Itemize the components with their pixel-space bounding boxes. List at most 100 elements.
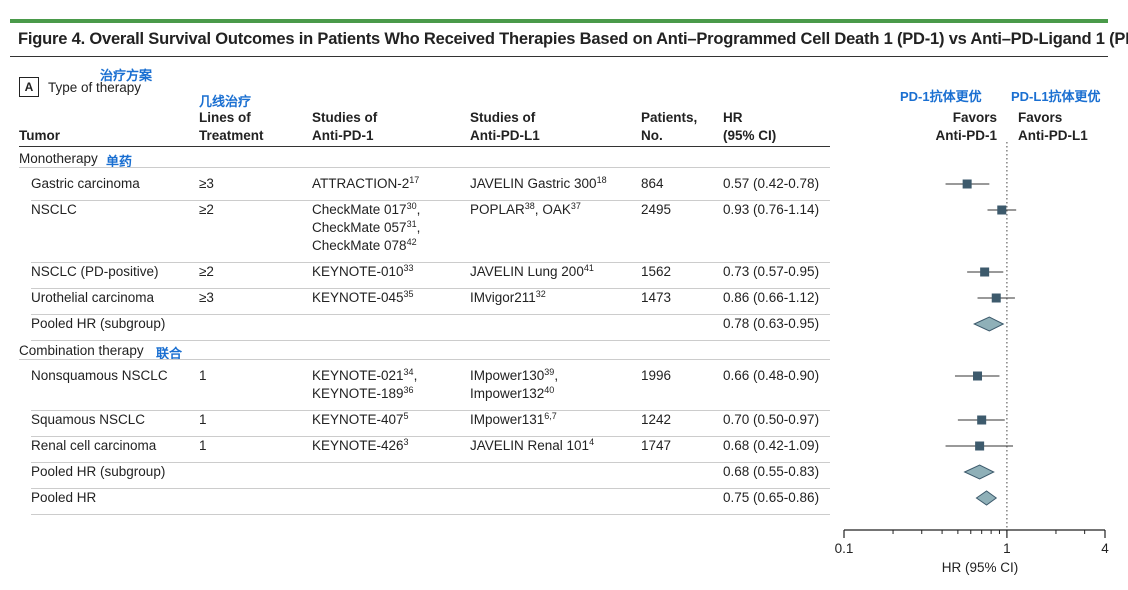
pdl1-study-cell: JAVELIN Renal 1014: [470, 437, 595, 454]
pd1-study-cell: KEYNOTE-4263: [312, 437, 409, 454]
pdl1-study-cell: Impower13240: [470, 385, 555, 402]
section-divider: [19, 167, 830, 168]
lines-cell: ≥3: [199, 290, 214, 305]
header-rule: [19, 146, 830, 147]
tumor-cell: Urothelial carcinoma: [31, 290, 155, 305]
pooled-diamond: [963, 464, 995, 480]
pdl1-study-cell: IMvigor21132: [470, 289, 546, 306]
patients-cell: 1473: [641, 290, 672, 305]
header-lines-1: Lines of: [199, 110, 251, 125]
pdl1-study-cell: JAVELIN Lung 20041: [470, 263, 594, 280]
hr-cell: 0.75 (0.65-0.86): [723, 490, 820, 505]
header-lines-2: Treatment: [199, 128, 264, 143]
row-divider: [31, 514, 830, 515]
pd1-study-cell: CheckMate 07842: [312, 237, 417, 254]
row-divider: [31, 340, 830, 341]
patients-cell: 1562: [641, 264, 672, 279]
pdl1-studies-cell: POPLAR38, OAK37: [470, 201, 581, 218]
hr-marker: [962, 179, 972, 189]
tumor-cell: Pooled HR (subgroup): [31, 316, 166, 331]
x-tick-label: 0.1: [835, 541, 854, 556]
tumor-cell: Renal cell carcinoma: [31, 438, 157, 453]
x-tick-label: 4: [1101, 541, 1109, 556]
section-combination: Combination therapy: [19, 343, 144, 358]
patients-cell: 2495: [641, 202, 672, 217]
hr-marker: [977, 415, 987, 425]
tumor-cell: Pooled HR: [31, 490, 97, 505]
pd1-study-cell: ATTRACTION-217: [312, 175, 420, 192]
hr-marker: [973, 371, 983, 381]
pd1-study-cell: KEYNOTE-02134,: [312, 367, 418, 384]
panel-label: Type of therapy: [48, 80, 142, 95]
hr-cell: 0.78 (0.63-0.95): [723, 316, 820, 331]
header-pd1-1: Studies of: [312, 110, 378, 125]
patients-cell: 1242: [641, 412, 672, 427]
hr-cell: 0.66 (0.48-0.90): [723, 368, 820, 383]
lines-cell: 1: [199, 438, 207, 453]
pd1-study-cell: CheckMate 05731,: [312, 219, 421, 236]
header-favors-pdl1-1: Favors: [1018, 110, 1063, 125]
section-monotherapy: Monotherapy: [19, 151, 98, 166]
header-patients-2: No.: [641, 128, 663, 143]
panel-letter: A: [19, 77, 39, 97]
annotation-favors-pd1: PD-1抗体更优: [900, 89, 982, 104]
pooled-diamond: [975, 490, 998, 506]
pd1-study-cell: KEYNOTE-18936: [312, 385, 414, 402]
hr-cell: 0.70 (0.50-0.97): [723, 412, 820, 427]
hr-cell: 0.93 (0.76-1.14): [723, 202, 820, 217]
row-divider: [31, 436, 830, 437]
pd1-study-cell: KEYNOTE-01033: [312, 263, 414, 280]
hr-cell: 0.68 (0.55-0.83): [723, 464, 820, 479]
lines-cell: 1: [199, 412, 207, 427]
hr-cell: 0.73 (0.57-0.95): [723, 264, 820, 279]
row-divider: [31, 288, 830, 289]
pdl1-study-cell: JAVELIN Gastric 30018: [470, 175, 607, 192]
row-divider: [31, 462, 830, 463]
lines-cell: ≥3: [199, 176, 214, 191]
row-divider: [31, 200, 830, 201]
title-divider: [10, 56, 1108, 57]
pdl1-study-cell: IMpower13039,: [470, 367, 559, 384]
hr-marker: [997, 205, 1007, 215]
tumor-cell: NSCLC (PD-positive): [31, 264, 159, 279]
row-divider: [31, 488, 830, 489]
tumor-cell: Gastric carcinoma: [31, 176, 140, 191]
hr-cell: 0.86 (0.66-1.12): [723, 290, 820, 305]
annotation-mono: 单药: [106, 154, 133, 169]
pdl1-study-cell: IMpower1316,7: [470, 411, 557, 428]
header-favors-pd1-1: Favors: [952, 110, 997, 125]
patients-cell: 864: [641, 176, 664, 191]
header-pd1-2: Anti-PD-1: [312, 128, 374, 143]
header-hr-2: (95% CI): [723, 128, 777, 143]
header-tumor: Tumor: [19, 128, 60, 143]
pd1-study-cell: KEYNOTE-4075: [312, 411, 409, 428]
tumor-cell: Pooled HR (subgroup): [31, 464, 166, 479]
hr-marker: [991, 293, 1001, 303]
forest-plot: 0.1 1 4 HR (95% CI): [835, 140, 1109, 575]
patients-cell: 1996: [641, 368, 672, 383]
pooled-diamond: [973, 316, 1005, 332]
figure-title: Figure 4. Overall Survival Outcomes in P…: [18, 30, 1128, 48]
tumor-cell: Nonsquamous NSCLC: [31, 368, 168, 383]
header-hr-1: HR: [723, 110, 743, 125]
x-axis-label: HR (95% CI): [942, 560, 1019, 575]
pd1-study-cell: CheckMate 01730,: [312, 201, 421, 218]
annotation-type-of-therapy: 治疗方案: [100, 68, 153, 83]
tumor-cell: NSCLC: [31, 202, 77, 217]
hr-cell: 0.57 (0.42-0.78): [723, 176, 820, 191]
tumor-cell: Squamous NSCLC: [31, 412, 146, 427]
annotation-lines: 几线治疗: [199, 94, 252, 109]
header-favors-pdl1-2: Anti-PD-L1: [1018, 128, 1088, 143]
header-favors-pd1-2: Anti-PD-1: [935, 128, 998, 143]
title-accent-bar: [10, 19, 1108, 23]
header-pdl1-1: Studies of: [470, 110, 536, 125]
row-divider: [31, 410, 830, 411]
hr-cell: 0.68 (0.42-1.09): [723, 438, 820, 453]
hr-marker: [975, 441, 985, 451]
lines-cell: ≥2: [199, 264, 214, 279]
header-pdl1-2: Anti-PD-L1: [470, 128, 540, 143]
x-tick-label: 1: [1003, 541, 1011, 556]
lines-cell: ≥2: [199, 202, 214, 217]
lines-cell: 1: [199, 368, 207, 383]
patients-cell: 1747: [641, 438, 672, 453]
